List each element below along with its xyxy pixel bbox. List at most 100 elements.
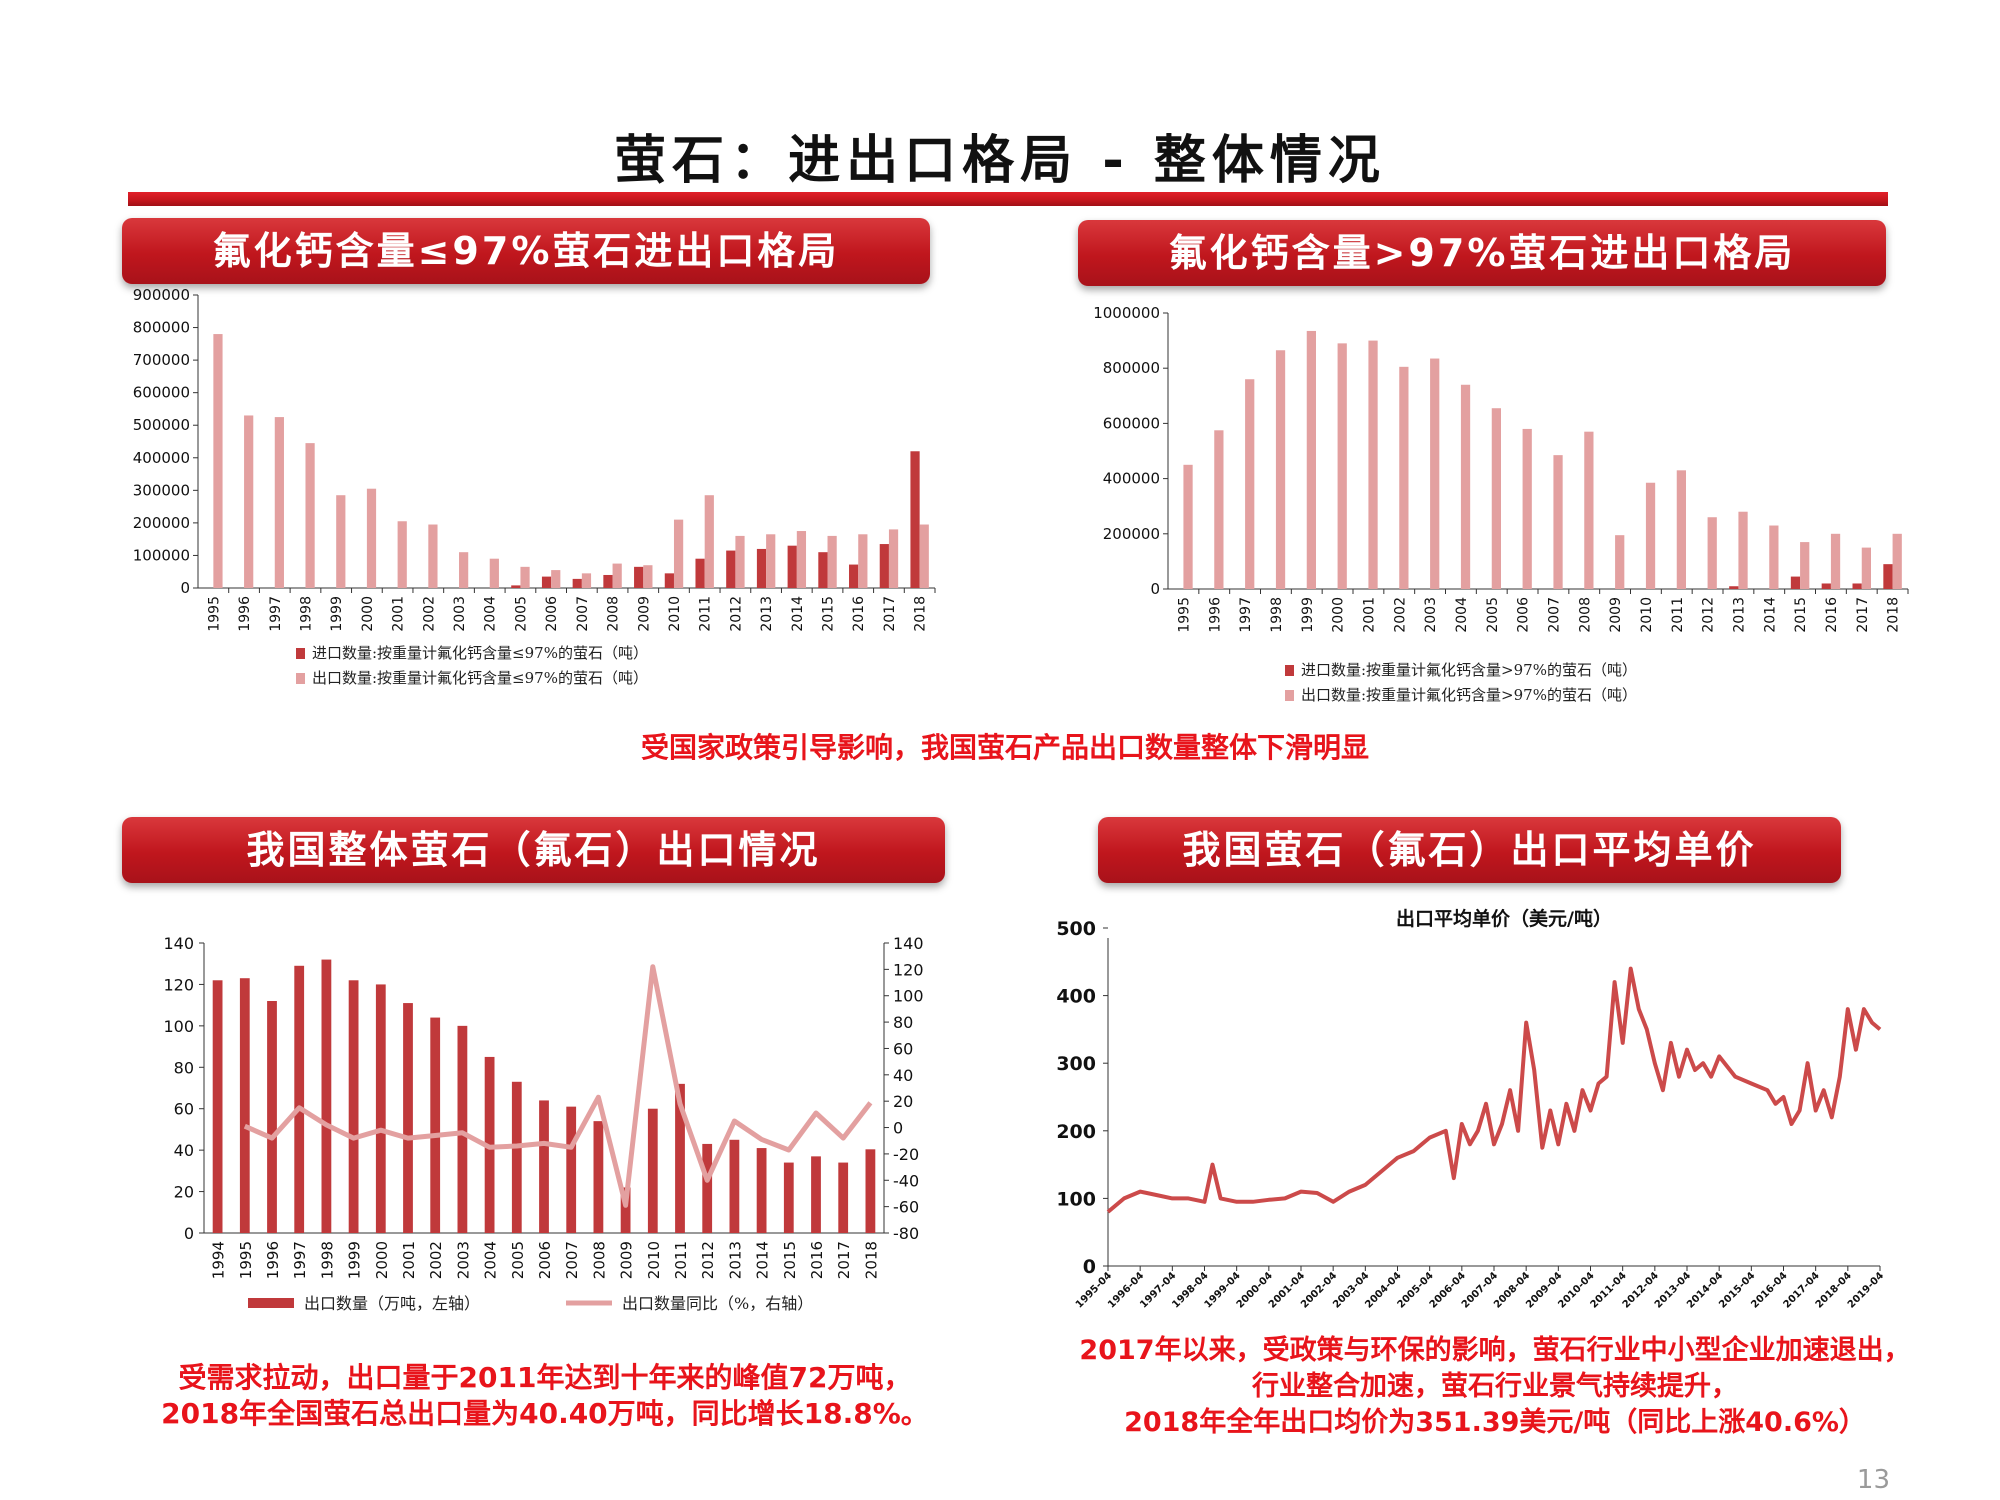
bar-export-volume <box>647 1108 658 1233</box>
x-tick-label: 1998 <box>318 1241 336 1279</box>
legend-swatch <box>296 673 305 684</box>
y-right-tick-label: -60 <box>893 1198 919 1217</box>
x-tick-label: 2015 <box>781 1241 799 1279</box>
bar-import <box>1729 586 1739 589</box>
bar-export <box>1275 350 1286 589</box>
bar-export <box>735 535 745 588</box>
bar-export <box>1183 464 1193 589</box>
bar-export-volume <box>511 1081 522 1233</box>
note-left-line2: 2018年全国萤石总出口量为40.40万吨，同比增长18.8%。 <box>161 1397 929 1430</box>
y-tick-label: 800000 <box>133 319 190 337</box>
x-tick-label: 2002 <box>1392 597 1408 633</box>
x-tick-label: 2009 <box>618 1241 636 1279</box>
bar-export <box>1800 542 1810 589</box>
bar-export-volume <box>239 978 250 1233</box>
bar-export <box>489 558 499 588</box>
bar-import <box>695 558 705 588</box>
y-tick-label: 0 <box>1083 1256 1096 1278</box>
y-tick-label: 200 <box>1056 1121 1096 1143</box>
x-tick-label: 2006 <box>536 1241 554 1279</box>
y-left-tick-label: 0 <box>184 1224 194 1243</box>
panel-header-high-grade: 氟化钙含量>97%萤石进出口格局 <box>1078 220 1886 286</box>
x-tick-label: 1998 <box>1269 597 1285 633</box>
y-tick-label: 400000 <box>133 449 190 467</box>
bar-import <box>572 578 582 588</box>
legend-label: 出口数量:按重量计氟化钙含量>97%的萤石（吨） <box>1301 686 1637 704</box>
x-tick-label: 2008 <box>606 596 622 632</box>
panel-header-export-price: 我国萤石（氟石）出口平均单价 <box>1098 817 1841 883</box>
x-tick-label: 2016 <box>808 1241 826 1279</box>
bar-export <box>1522 428 1532 589</box>
x-tick-label: 2014 <box>754 1241 772 1279</box>
bar-export-volume <box>865 1149 876 1233</box>
x-tick-label: 2013 <box>726 1241 744 1279</box>
note-right-line3: 2018年全年出口均价为351.39美元/吨（同比上涨40.6%） <box>1124 1407 1866 1438</box>
y-tick-label: 200000 <box>1103 525 1160 543</box>
x-tick-label: 2011 <box>672 1241 690 1279</box>
bar-export <box>1892 533 1902 589</box>
bar-export <box>1214 430 1224 589</box>
x-tick-label: 2007 <box>575 596 591 632</box>
x-tick-label: 1999 <box>329 596 345 632</box>
y-left-tick-label: 40 <box>174 1141 194 1160</box>
y-tick-label: 400000 <box>1103 470 1160 488</box>
y-right-tick-label: -20 <box>893 1145 919 1164</box>
bar-export <box>213 334 223 588</box>
y-left-tick-label: 140 <box>163 934 194 953</box>
y-tick-label: 1000000 <box>1093 304 1160 322</box>
note-export-decline: 受国家政策引导影响，我国萤石产品出口数量整体下滑明显 <box>640 731 1369 764</box>
bar-export <box>827 535 837 588</box>
y-tick-label: 600000 <box>1103 414 1160 432</box>
x-tick-label: 2007 <box>1546 597 1562 633</box>
bar-export <box>888 529 899 588</box>
bar-export <box>1738 511 1748 589</box>
bar-export <box>612 563 622 588</box>
y-tick-label: 500000 <box>133 416 190 434</box>
x-tick-label: 2011 <box>698 596 714 632</box>
bar-import <box>541 576 552 588</box>
y-left-tick-label: 120 <box>163 975 194 994</box>
bar-export <box>1399 366 1409 589</box>
y-right-tick-label: 100 <box>893 987 924 1006</box>
x-tick-label: 2006 <box>1516 597 1532 633</box>
legend-label-line: 出口数量同比（%，右轴） <box>622 1294 813 1313</box>
note-left-line1: 受需求拉动，出口量于2011年达到十年来的峰值72万吨， <box>178 1361 912 1394</box>
bar-import <box>1852 583 1862 589</box>
legend-label: 出口数量:按重量计氟化钙含量≤97%的萤石（吨） <box>312 669 648 687</box>
bar-export-volume <box>783 1162 794 1233</box>
x-tick-label: 2013 <box>1731 597 1747 633</box>
bar-import <box>511 585 521 588</box>
note-right-line2: 行业整合加速，萤石行业景气持续提升， <box>1252 1371 1738 1402</box>
bar-export-volume <box>267 1001 277 1233</box>
x-tick-label: 2013 <box>759 596 775 632</box>
chart-export-price: 出口平均单价（美元/吨） 0 100 200 300 400 500 1995-04 1996-… <box>1040 900 1910 1325</box>
bar-import <box>726 550 736 588</box>
legend-label: 进口数量:按重量计氟化钙含量>97%的萤石（吨） <box>1301 661 1637 679</box>
x-tick-label: 2009 <box>636 596 652 632</box>
bar-export <box>520 566 530 588</box>
y-tick-label: 100 <box>1056 1188 1096 1210</box>
bar-export-volume <box>838 1162 849 1233</box>
note-left: 受需求拉动，出口量于2011年达到十年来的峰值72万吨， 2018年全国萤石总出… <box>110 1360 980 1432</box>
bar-export <box>919 524 929 588</box>
y-tick-label: 400 <box>1056 986 1096 1008</box>
x-tick-label: 1999 <box>346 1241 364 1279</box>
bar-export-volume <box>457 1025 468 1233</box>
x-tick-label: 2010 <box>645 1241 663 1279</box>
bar-export <box>551 570 561 588</box>
x-tick-label: 2012 <box>1701 597 1717 633</box>
bar-import <box>910 451 920 588</box>
slide-title: 萤石：进出口格局 - 整体情况 <box>614 131 1386 191</box>
y-tick-label: 100000 <box>133 546 190 564</box>
bar-export <box>673 519 684 588</box>
y-left-tick-label: 100 <box>163 1017 194 1036</box>
bar-import <box>1790 576 1801 589</box>
x-tick-label: 2004 <box>1454 597 1470 633</box>
bar-import <box>787 545 797 588</box>
y-right-tick-label: 60 <box>893 1039 913 1058</box>
bar-export <box>1306 330 1316 589</box>
bar-export <box>796 531 807 588</box>
y-tick-label: 500 <box>1056 918 1096 940</box>
x-tick-label: 2000 <box>360 596 376 632</box>
panel-header-low-grade: 氟化钙含量≤97%萤石进出口格局 <box>122 218 930 284</box>
